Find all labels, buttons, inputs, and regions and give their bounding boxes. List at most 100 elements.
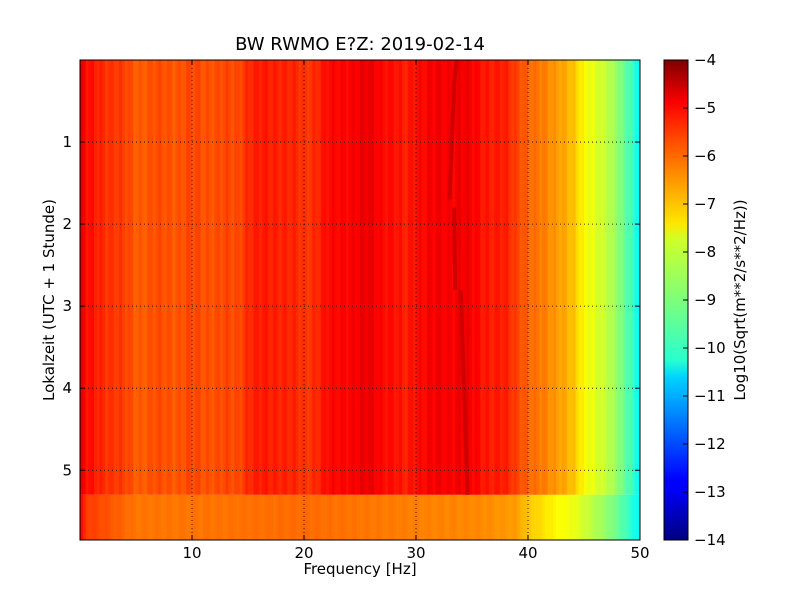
heatmap-cell: [262, 60, 266, 495]
heatmap-cell: [164, 60, 168, 495]
heatmap-cell: [105, 60, 109, 495]
heatmap-cell: [228, 60, 232, 495]
heatmap-cell: [612, 494, 616, 540]
heatmap-cell: [284, 60, 288, 495]
heatmap-cell: [351, 60, 355, 495]
heatmap-cell: [189, 494, 193, 540]
heatmap-cell: [211, 494, 215, 540]
heatmap-cell: [514, 494, 518, 540]
heatmap-cell: [337, 494, 341, 540]
heatmap-cell: [85, 494, 89, 540]
heatmap-cell: [169, 60, 173, 495]
heatmap-cell: [351, 494, 355, 540]
heatmap-cell: [500, 494, 504, 540]
heatmap-cell: [357, 60, 361, 495]
x-tick-label: 30: [406, 544, 425, 562]
heatmap-cell: [550, 494, 554, 540]
heatmap-cell: [486, 60, 490, 495]
heatmap-cell: [323, 60, 327, 495]
heatmap-cell: [416, 494, 420, 540]
heatmap-cell: [152, 60, 156, 495]
heatmap-cell: [623, 60, 627, 495]
heatmap-cell: [376, 60, 380, 495]
heatmap-cell: [522, 60, 526, 495]
heatmap-cell: [136, 60, 140, 495]
heatmap-cell: [99, 494, 103, 540]
heatmap-cell: [253, 494, 257, 540]
heatmap-cell: [603, 494, 607, 540]
heatmap-cell: [592, 494, 596, 540]
heatmap-cell: [315, 60, 319, 495]
heatmap-cell: [544, 494, 548, 540]
heatmap-cell: [127, 494, 131, 540]
heatmap-cell: [172, 494, 176, 540]
heatmap-cell: [421, 60, 425, 495]
heatmap-cell: [234, 494, 238, 540]
colorbar-tick-label: −5: [694, 99, 716, 117]
heatmap-cell: [570, 60, 574, 495]
chart-title: BW RWMO E?Z: 2019-02-14: [235, 34, 485, 55]
heatmap-cell: [564, 494, 568, 540]
heatmap-cell: [413, 494, 417, 540]
heatmap-cell: [292, 494, 296, 540]
heatmap-cell: [206, 60, 210, 495]
heatmap-cell: [609, 60, 613, 495]
heatmap-cell: [158, 494, 162, 540]
heatmap-cell: [634, 494, 638, 540]
heatmap-cell: [290, 60, 294, 495]
heatmap-cell: [511, 494, 515, 540]
heatmap-cell: [455, 494, 459, 540]
heatmap-cell: [376, 494, 380, 540]
heatmap-cell: [110, 60, 114, 495]
heatmap-cell: [379, 494, 383, 540]
heatmap-cell: [166, 494, 170, 540]
heatmap-cell: [606, 60, 610, 495]
heatmap-cell: [183, 60, 187, 495]
heatmap-cell: [614, 494, 618, 540]
heatmap-cell: [441, 494, 445, 540]
heatmap-cell: [469, 494, 473, 540]
heatmap-cell: [435, 60, 439, 495]
heatmap-cell: [483, 60, 487, 495]
heatmap-cell: [158, 60, 162, 495]
heatmap-cell: [584, 494, 588, 540]
heatmap-cell: [228, 494, 232, 540]
heatmap-cell: [301, 494, 305, 540]
heatmap-cell: [362, 60, 366, 495]
heatmap-cell: [206, 494, 210, 540]
heatmap-cell: [491, 494, 495, 540]
heatmap-cell: [242, 60, 246, 495]
heatmap-cell: [309, 494, 313, 540]
heatmap-cell: [449, 494, 453, 540]
y-tick-label: 2: [62, 215, 72, 233]
heatmap-cell: [306, 60, 310, 495]
heatmap-cell: [94, 494, 98, 540]
heatmap-cell: [99, 60, 103, 495]
heatmap-cell: [96, 494, 100, 540]
heatmap-cell: [374, 60, 378, 495]
heatmap-cell: [533, 494, 537, 540]
heatmap-cell: [169, 494, 173, 540]
heatmap-cell: [617, 60, 621, 495]
heatmap-cell: [348, 60, 352, 495]
heatmap-cell: [488, 60, 492, 495]
heatmap-cell: [242, 494, 246, 540]
heatmap-cell: [572, 60, 576, 495]
heatmap-cell: [332, 60, 336, 495]
heatmap-cell: [178, 494, 182, 540]
heatmap-cell: [164, 494, 168, 540]
heatmap-cell: [155, 60, 159, 495]
heatmap-cell: [273, 494, 277, 540]
heatmap-cell: [631, 60, 635, 495]
heatmap-cell: [581, 494, 585, 540]
heatmap-cell: [634, 60, 638, 495]
heatmap-cell: [180, 494, 184, 540]
heatmap-cell: [267, 60, 271, 495]
heatmap-cell: [354, 494, 358, 540]
heatmap-cell: [348, 494, 352, 540]
heatmap-cell: [166, 60, 170, 495]
heatmap-cell: [197, 60, 201, 495]
heatmap-cell: [600, 494, 604, 540]
heatmap-cell: [486, 494, 490, 540]
